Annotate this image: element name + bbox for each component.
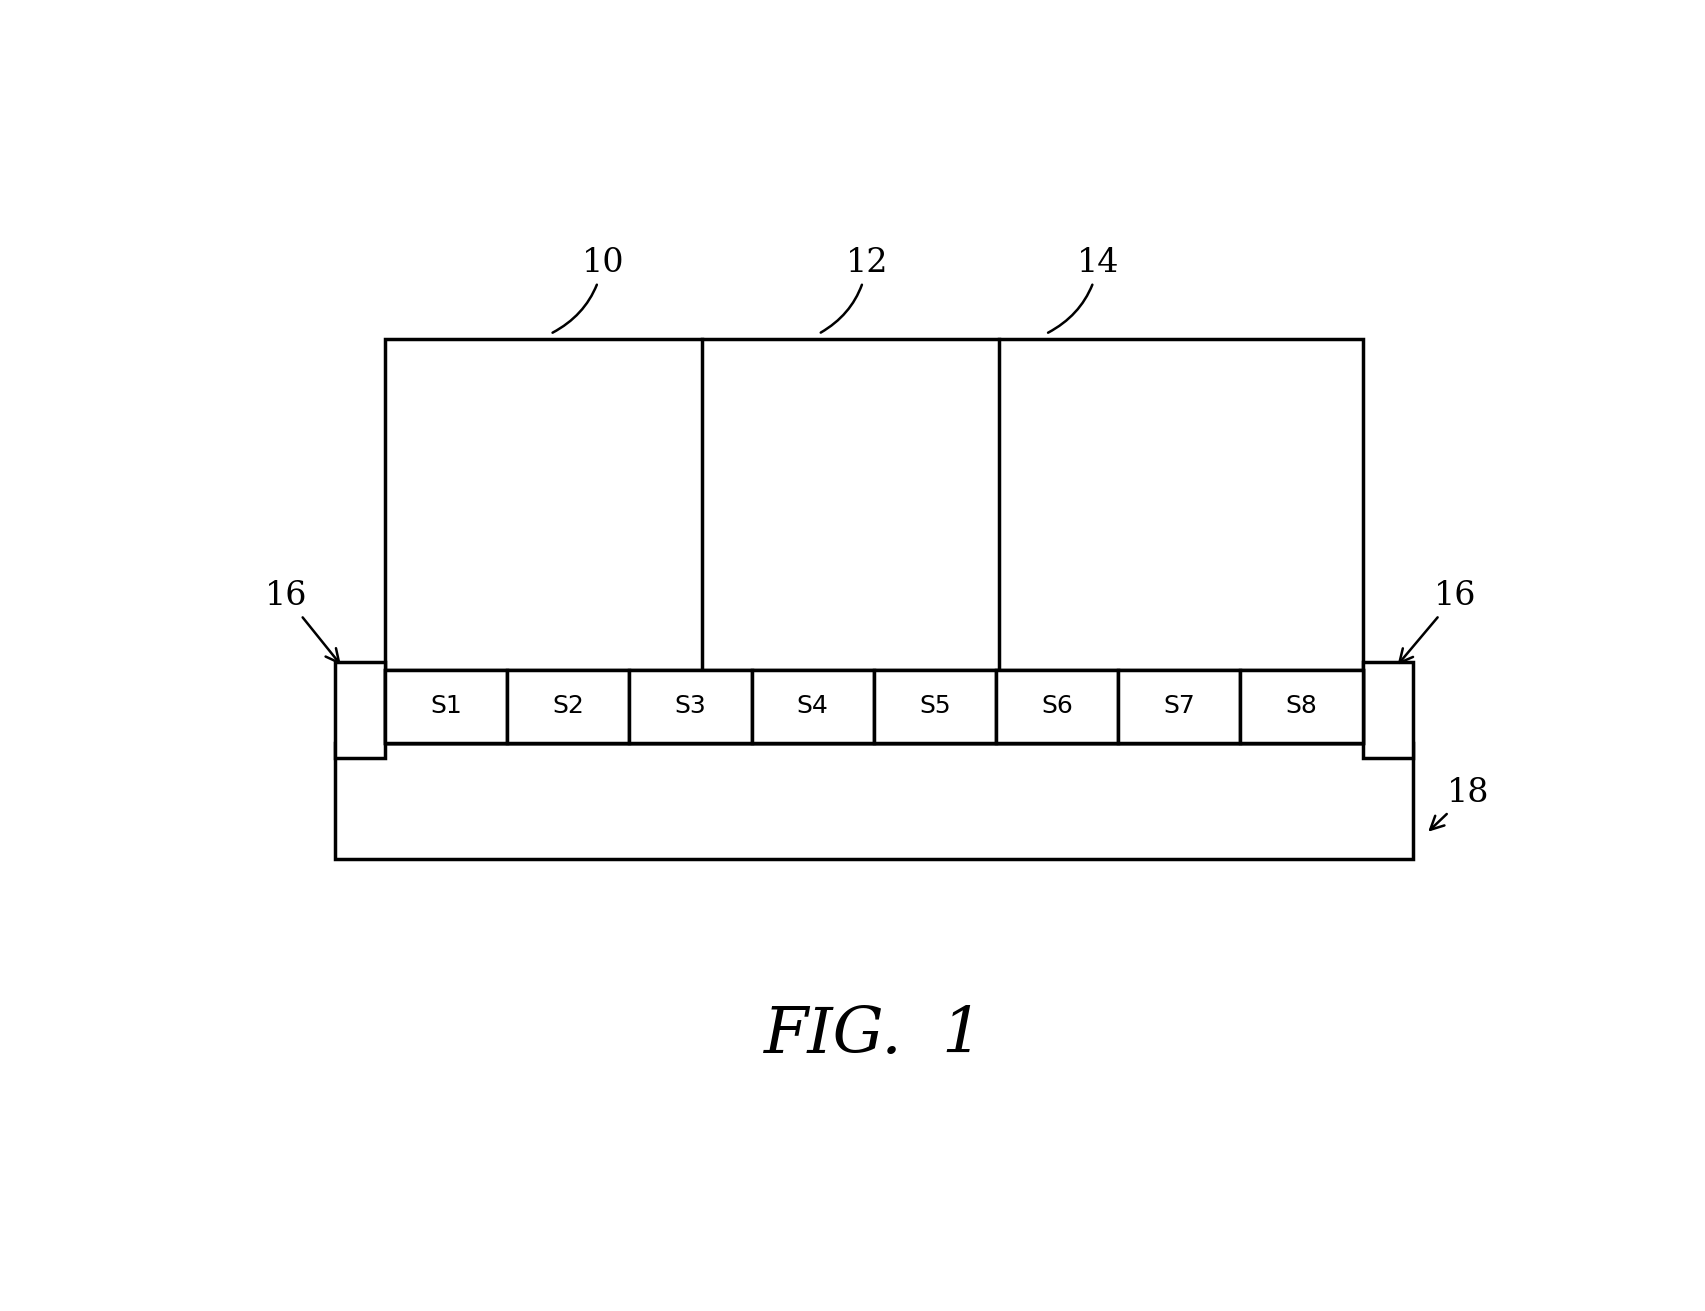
Text: S3: S3 [675,695,706,718]
Bar [1118,670,1241,743]
Bar [385,670,506,743]
Text: 10: 10 [552,248,624,333]
Bar [334,743,1413,859]
Text: 16: 16 [264,581,339,663]
Bar [629,670,752,743]
Text: 14: 14 [1049,248,1120,333]
Bar [385,340,1362,743]
Text: 16: 16 [1400,581,1477,663]
Bar [752,670,873,743]
Text: S1: S1 [430,695,462,718]
Text: S2: S2 [552,695,585,718]
Bar [334,662,385,758]
Bar [385,670,1362,743]
Text: S4: S4 [796,695,829,718]
Text: 18: 18 [1430,777,1490,830]
Bar [1241,670,1362,743]
Text: 12: 12 [820,248,888,333]
Bar [506,670,629,743]
Text: S5: S5 [919,695,951,718]
Text: S6: S6 [1042,695,1072,718]
Bar [873,670,996,743]
Text: S8: S8 [1286,695,1318,718]
Text: FIG.  1: FIG. 1 [764,1004,984,1066]
Text: S7: S7 [1163,695,1195,718]
Bar [996,670,1118,743]
Bar [1362,662,1413,758]
